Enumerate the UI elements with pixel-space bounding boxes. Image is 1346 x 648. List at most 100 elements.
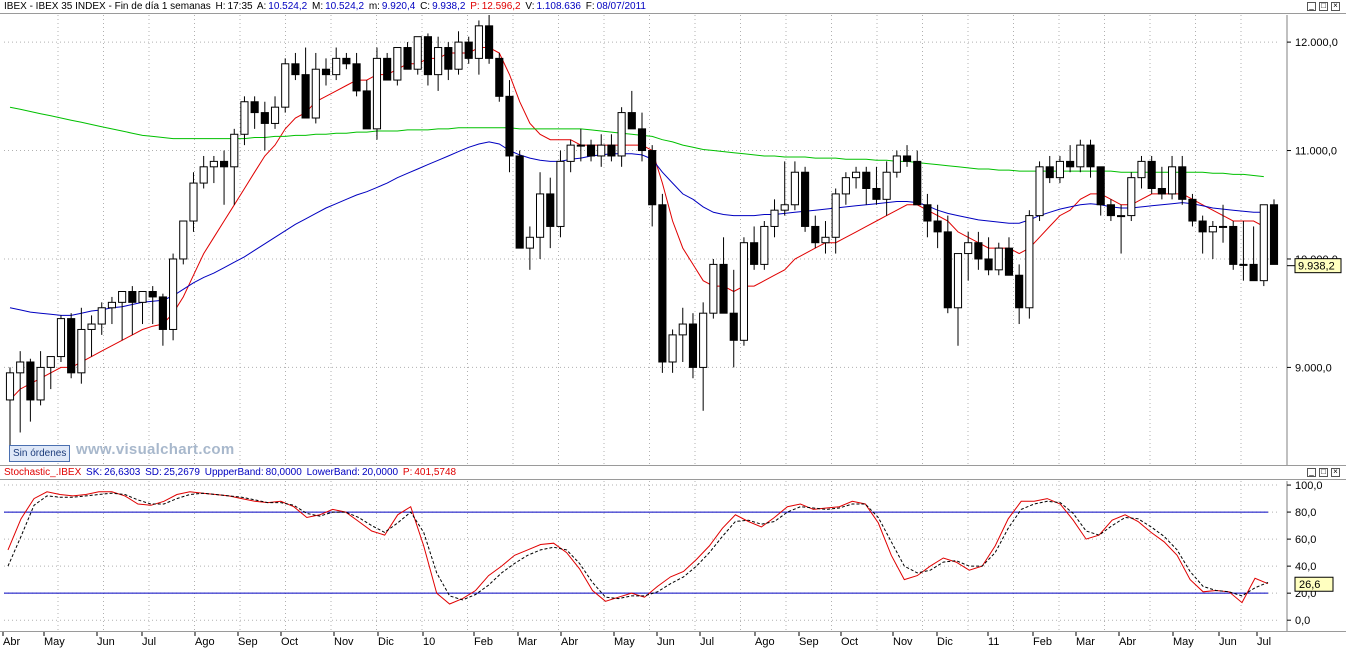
candle bbox=[872, 166, 881, 205]
candle-body bbox=[1208, 225, 1217, 233]
close-value: 9.938,2 bbox=[432, 1, 466, 12]
price-grid bbox=[4, 15, 1278, 465]
stochastic-pane-header: Stochastic_.IBEX SK: 26,6303 SD: 25,2679 U… bbox=[0, 466, 1346, 480]
candle-body bbox=[311, 68, 320, 119]
date-tick-label: Nov bbox=[334, 636, 354, 648]
candle-body bbox=[984, 258, 993, 271]
date-tick-label: Oct bbox=[841, 636, 858, 648]
candle bbox=[780, 161, 789, 216]
date-tick-label: Abr bbox=[1119, 636, 1136, 648]
high-value: 10.524,2 bbox=[325, 1, 365, 12]
candle bbox=[1198, 215, 1207, 254]
candle bbox=[464, 36, 473, 64]
candle-body bbox=[444, 47, 453, 70]
p-value: 12.596,2 bbox=[481, 1, 521, 12]
candle-body bbox=[505, 95, 514, 157]
candle-body bbox=[739, 242, 749, 341]
candle-body bbox=[1188, 198, 1197, 222]
candle bbox=[637, 112, 647, 162]
candle-body bbox=[1249, 263, 1258, 282]
high-label: M: bbox=[311, 1, 324, 12]
candle bbox=[586, 139, 596, 162]
candle-body bbox=[943, 231, 952, 309]
stoch-maximize-button[interactable]: □ bbox=[1319, 468, 1328, 477]
candle-body bbox=[841, 177, 850, 195]
stochastic-chart[interactable]: 100,080,060,040,020,00,026,6 bbox=[0, 481, 1346, 631]
candle-body bbox=[882, 171, 891, 200]
candle-body bbox=[434, 47, 443, 76]
candle bbox=[423, 33, 433, 86]
candle bbox=[219, 150, 229, 205]
candle-body bbox=[821, 236, 830, 244]
candle-body bbox=[240, 101, 249, 135]
candle bbox=[964, 231, 973, 281]
maximize-button[interactable]: □ bbox=[1319, 2, 1328, 11]
low-value: 9.920,4 bbox=[381, 1, 416, 12]
candle-body bbox=[1025, 215, 1034, 309]
candle-body bbox=[556, 160, 565, 227]
date-tick-label: Abr bbox=[3, 636, 20, 648]
candle-body bbox=[1259, 204, 1268, 282]
candle bbox=[46, 356, 55, 390]
lower-band-value: 20,0000 bbox=[361, 467, 399, 478]
candle bbox=[505, 80, 514, 173]
candle-body bbox=[148, 291, 157, 298]
candle bbox=[434, 36, 443, 91]
candle-body bbox=[678, 323, 687, 336]
close-label: C: bbox=[420, 1, 431, 12]
candle-body bbox=[576, 144, 585, 147]
date-tick-label: Jun bbox=[657, 636, 675, 648]
candle-body bbox=[1229, 225, 1238, 265]
candle bbox=[811, 215, 820, 249]
candle-body bbox=[974, 242, 983, 260]
minimize-button[interactable]: _ bbox=[1307, 2, 1316, 11]
candle bbox=[138, 291, 147, 325]
close-button[interactable]: × bbox=[1331, 2, 1340, 11]
candle bbox=[454, 31, 463, 75]
candle-body bbox=[699, 312, 708, 368]
candle bbox=[943, 215, 952, 314]
candle-body bbox=[964, 242, 973, 255]
date-tick-label: 11 bbox=[988, 636, 999, 648]
candle-body bbox=[169, 258, 178, 330]
date-tick-label: Sep bbox=[799, 636, 819, 648]
candle bbox=[209, 155, 218, 184]
date-axis: Abr May Jun Jul Ago Sep Oct Nov Dic 10 Feb Mar Abr Ma… bbox=[0, 631, 1346, 648]
candle bbox=[1045, 155, 1054, 184]
candle-body bbox=[1086, 144, 1095, 168]
candle-body bbox=[913, 160, 922, 206]
orders-button[interactable]: Sin órdenes bbox=[9, 445, 71, 462]
candle-body bbox=[1269, 204, 1279, 265]
candle bbox=[719, 237, 728, 314]
candle-body bbox=[454, 41, 463, 70]
candle-body bbox=[617, 112, 626, 157]
stoch-minimize-button[interactable]: _ bbox=[1307, 468, 1316, 477]
candle bbox=[179, 220, 188, 265]
volume-value: 1.108.636 bbox=[536, 1, 581, 12]
candle bbox=[372, 47, 382, 140]
stoch-close-button[interactable]: × bbox=[1331, 468, 1340, 477]
candle bbox=[362, 80, 371, 130]
price-tick-label: 9.000,0 bbox=[1295, 362, 1332, 374]
candle-body bbox=[1066, 160, 1075, 168]
candle-body bbox=[87, 323, 96, 330]
date-tick-label: May bbox=[614, 636, 635, 648]
candle-body bbox=[586, 144, 596, 157]
candle-body bbox=[485, 25, 494, 59]
date-tick-label: Feb bbox=[1033, 636, 1052, 648]
candle bbox=[260, 101, 269, 151]
date-tick-label: Nov bbox=[893, 636, 913, 648]
candle-body bbox=[1147, 160, 1156, 189]
candle bbox=[576, 128, 585, 162]
lower-band-label: LowerBand: bbox=[306, 467, 360, 478]
candle bbox=[535, 172, 545, 259]
candle-body bbox=[301, 74, 310, 119]
candle bbox=[688, 313, 698, 379]
candle bbox=[26, 358, 35, 422]
candle bbox=[107, 296, 117, 325]
candle bbox=[128, 286, 137, 335]
price-chart[interactable]: 12.000,011.000,010.000,09.000,09.938,2 bbox=[0, 15, 1346, 465]
candle bbox=[1096, 166, 1105, 216]
candle bbox=[1167, 155, 1177, 200]
candle-body bbox=[668, 334, 677, 363]
